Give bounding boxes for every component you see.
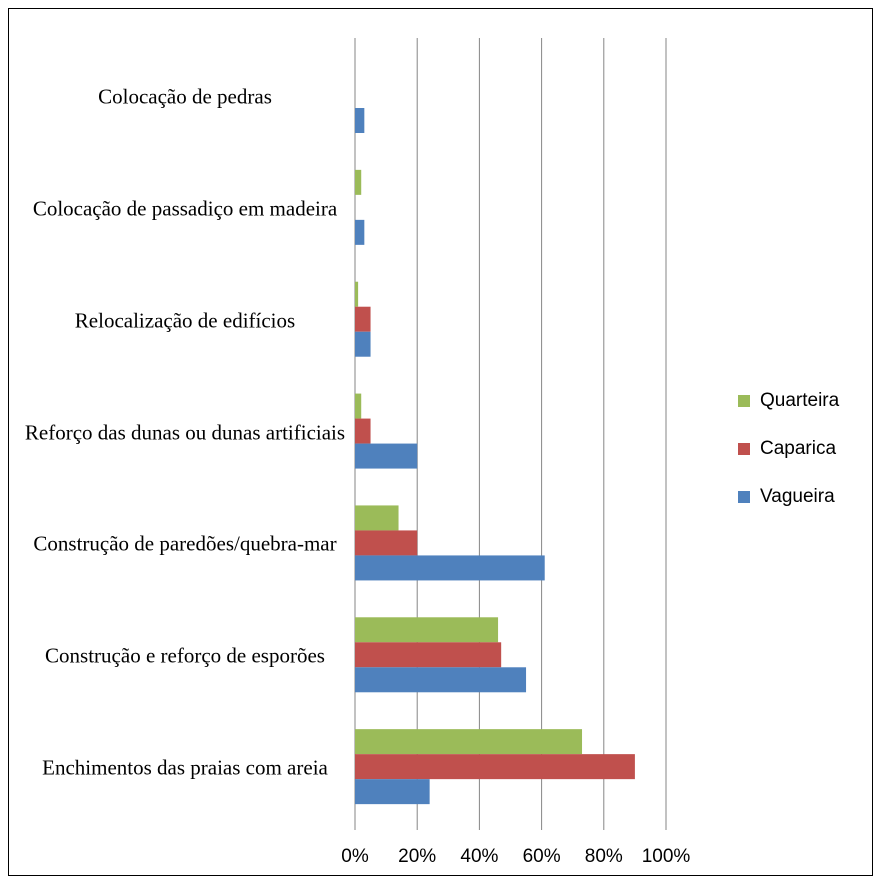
bar [355, 642, 502, 668]
bar [355, 530, 418, 556]
y-tick-label: Colocação de pedras [98, 84, 272, 109]
chart-border [8, 8, 873, 876]
bar [355, 331, 371, 357]
x-tick-label: 0% [341, 846, 369, 867]
y-tick-label: Construção de paredões/quebra-mar [33, 531, 337, 556]
bar [355, 169, 362, 195]
x-tick-label: 100% [642, 846, 691, 867]
bar [355, 729, 583, 755]
y-tick-label: Construção e reforço de esporões [45, 643, 325, 668]
legend-label: Vagueira [760, 486, 835, 507]
bar [355, 754, 635, 780]
bar [355, 281, 359, 307]
legend-swatch [738, 443, 750, 455]
bar [355, 219, 365, 245]
x-tick-label: 20% [398, 846, 436, 867]
bar [355, 505, 399, 531]
bar [355, 443, 418, 469]
bar [355, 418, 371, 444]
bar [355, 617, 499, 643]
legend-swatch [738, 491, 750, 503]
x-tick-label: 40% [460, 846, 498, 867]
legend-label: Caparica [760, 438, 836, 459]
bar [355, 555, 545, 581]
y-tick-label: Colocação de passadiço em madeira [32, 196, 338, 221]
bar [355, 306, 371, 332]
y-tick-label: Reforço das dunas ou dunas artificiais [24, 420, 346, 445]
legend-swatch [738, 395, 750, 407]
bar [355, 393, 362, 419]
y-tick-label: Enchimentos das praias com areia [42, 755, 328, 780]
bar [355, 667, 527, 693]
y-tick-label: Relocalização de edifícios [74, 308, 296, 333]
bar [355, 779, 430, 805]
x-tick-label: 60% [523, 846, 561, 867]
legend-label: Quarteira [760, 390, 840, 411]
bar [355, 108, 365, 133]
x-tick-label: 80% [585, 846, 623, 867]
